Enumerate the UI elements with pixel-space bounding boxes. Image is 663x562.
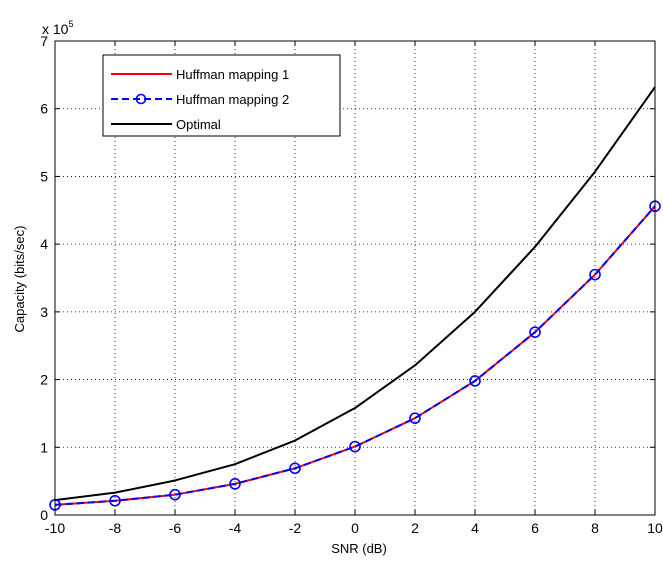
x-tick-label: 10: [647, 520, 663, 536]
x-tick-labels: -10 -8 -6 -4 -2 0 2 4 6 8 10: [45, 520, 663, 536]
x-tick-label: -8: [109, 520, 122, 536]
x-tick-label: 0: [351, 520, 359, 536]
x-tick-label: 2: [411, 520, 419, 536]
legend-entry-huffman-2: Huffman mapping 2: [111, 92, 289, 107]
y-tick-label: 2: [40, 372, 48, 388]
data-point-huffman-mapping-2: [469, 375, 481, 387]
data-point-huffman-mapping-2: [349, 440, 361, 453]
y-axis-label: Capacity (bits/sec): [12, 226, 27, 333]
y-tick-label: 3: [40, 304, 48, 320]
x-tick-label: -10: [45, 520, 65, 536]
x-axis-label: SNR (dB): [331, 541, 387, 556]
y-tick-labels: 0 1 2 3 4 5 6 7: [40, 33, 48, 523]
legend-marker-huffman-2: [135, 93, 147, 105]
legend: Huffman mapping 1 Huffman mapping 2 Opti…: [102, 54, 341, 137]
y-tick-label: 6: [40, 101, 48, 117]
x-tick-label: -4: [229, 520, 242, 536]
x-tick-label: 6: [531, 520, 539, 536]
legend-box: [102, 54, 341, 137]
x-tick-label: 4: [471, 520, 479, 536]
legend-label-huffman-1: Huffman mapping 1: [176, 67, 289, 82]
data-point-huffman-mapping-2: [169, 488, 181, 501]
legend-entry-optimal: Optimal: [111, 117, 221, 132]
y-multiplier-exponent: 5: [68, 19, 73, 29]
y-tick-label: 1: [40, 439, 48, 455]
y-multiplier-base: x 10: [42, 21, 69, 37]
y-multiplier: x 105: [42, 19, 73, 37]
data-point-huffman-mapping-2: [529, 326, 541, 338]
series-layer: [49, 86, 661, 511]
data-point-huffman-mapping-2: [589, 268, 601, 281]
x-tick-label: 8: [591, 520, 599, 536]
tick-marks: [54, 40, 656, 516]
y-tick-label: 0: [40, 507, 48, 523]
data-point-huffman-mapping-2: [289, 462, 301, 475]
legend-label-optimal: Optimal: [176, 117, 221, 132]
x-tick-label: -6: [169, 520, 182, 536]
y-tick-label: 5: [40, 168, 48, 184]
data-point-huffman-mapping-2: [229, 478, 241, 490]
y-tick-label: 4: [40, 236, 48, 252]
data-point-huffman-mapping-2: [109, 494, 121, 507]
legend-label-huffman-2: Huffman mapping 2: [176, 92, 289, 107]
legend-entry-huffman-1: Huffman mapping 1: [111, 67, 289, 82]
x-tick-label: -2: [289, 520, 302, 536]
y-tick-label: 7: [40, 33, 48, 49]
series-line-optimal: [54, 86, 656, 502]
series-line-huffman-mapping-2: [54, 205, 656, 506]
data-point-huffman-mapping-2: [409, 412, 421, 424]
